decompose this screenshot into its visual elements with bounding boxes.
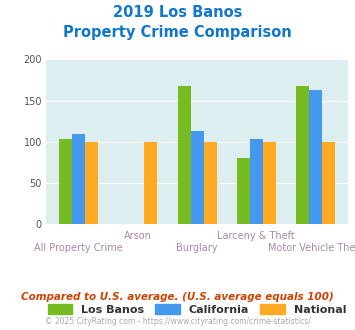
Bar: [59, 139, 72, 224]
Bar: [85, 142, 98, 224]
Text: © 2025 CityRating.com - https://www.cityrating.com/crime-statistics/: © 2025 CityRating.com - https://www.city…: [45, 317, 310, 326]
Legend: Los Banos, California, National: Los Banos, California, National: [43, 299, 351, 319]
Text: Larceny & Theft: Larceny & Theft: [217, 231, 295, 241]
Bar: [322, 142, 335, 224]
Bar: [296, 86, 309, 224]
Text: All Property Crime: All Property Crime: [34, 243, 123, 252]
Bar: [144, 142, 157, 224]
Bar: [203, 142, 217, 224]
Text: Arson: Arson: [124, 231, 152, 241]
Bar: [178, 86, 191, 224]
Bar: [309, 90, 322, 224]
Text: Burglary: Burglary: [176, 243, 218, 252]
Text: Motor Vehicle Theft: Motor Vehicle Theft: [268, 243, 355, 252]
Bar: [250, 139, 263, 224]
Bar: [263, 142, 276, 224]
Bar: [237, 158, 250, 224]
Text: Property Crime Comparison: Property Crime Comparison: [63, 25, 292, 40]
Bar: [191, 131, 203, 224]
Text: Compared to U.S. average. (U.S. average equals 100): Compared to U.S. average. (U.S. average …: [21, 292, 334, 302]
Bar: [72, 134, 85, 224]
Text: 2019 Los Banos: 2019 Los Banos: [113, 5, 242, 20]
